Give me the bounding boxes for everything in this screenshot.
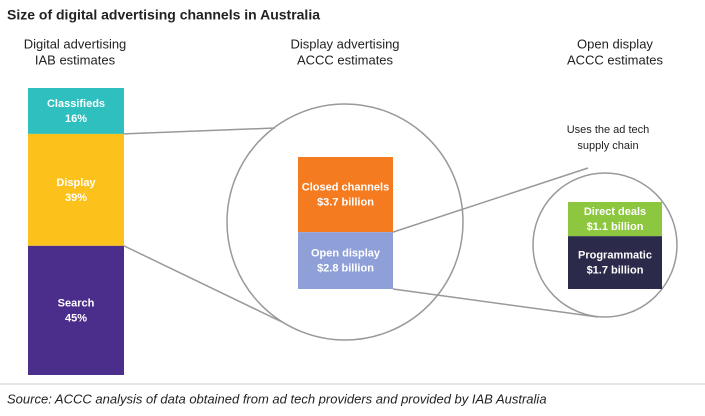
source: Source: ACCC analysis of data obtained f… xyxy=(7,391,547,406)
panel-title: Open display xyxy=(577,36,653,51)
zoom-circle xyxy=(532,172,678,318)
value-label: $1.1 billion xyxy=(587,221,644,233)
segment xyxy=(568,202,662,237)
segment xyxy=(28,133,124,246)
segment-label: Search xyxy=(58,297,95,309)
segment xyxy=(298,232,393,289)
segment-label: Classifieds xyxy=(47,98,105,110)
zoom-circle xyxy=(226,103,464,341)
segment-label: Open display xyxy=(311,247,381,259)
value-label: $1.7 billion xyxy=(587,264,644,276)
panel-title: Digital advertising xyxy=(24,36,127,51)
panel-subtitle: IAB estimates xyxy=(35,52,116,67)
segment-label: Display xyxy=(56,177,96,189)
connector xyxy=(123,245,283,323)
value-label: 16% xyxy=(65,113,87,125)
annotation: Uses the ad tech xyxy=(567,124,650,136)
segment-label: Direct deals xyxy=(584,206,646,218)
value-label: 39% xyxy=(65,192,87,204)
connector xyxy=(392,288,599,318)
segment xyxy=(298,157,393,233)
segment-label: Closed channels xyxy=(302,181,389,193)
value-label: $2.8 billion xyxy=(317,262,374,274)
panel-subtitle: ACCC estimates xyxy=(567,52,664,67)
segment-label: Programmatic xyxy=(578,249,652,261)
segment xyxy=(28,245,124,375)
panel-title: Display advertising xyxy=(290,36,399,51)
value-label: 45% xyxy=(65,312,87,324)
connector xyxy=(123,127,276,135)
panel-subtitle: ACCC estimates xyxy=(297,52,394,67)
title: Size of digital advertising channels in … xyxy=(7,7,320,23)
segment xyxy=(568,236,662,289)
annotation: supply chain xyxy=(577,140,638,152)
connector xyxy=(392,167,589,233)
value-label: $3.7 billion xyxy=(317,196,374,208)
segment xyxy=(28,88,124,134)
